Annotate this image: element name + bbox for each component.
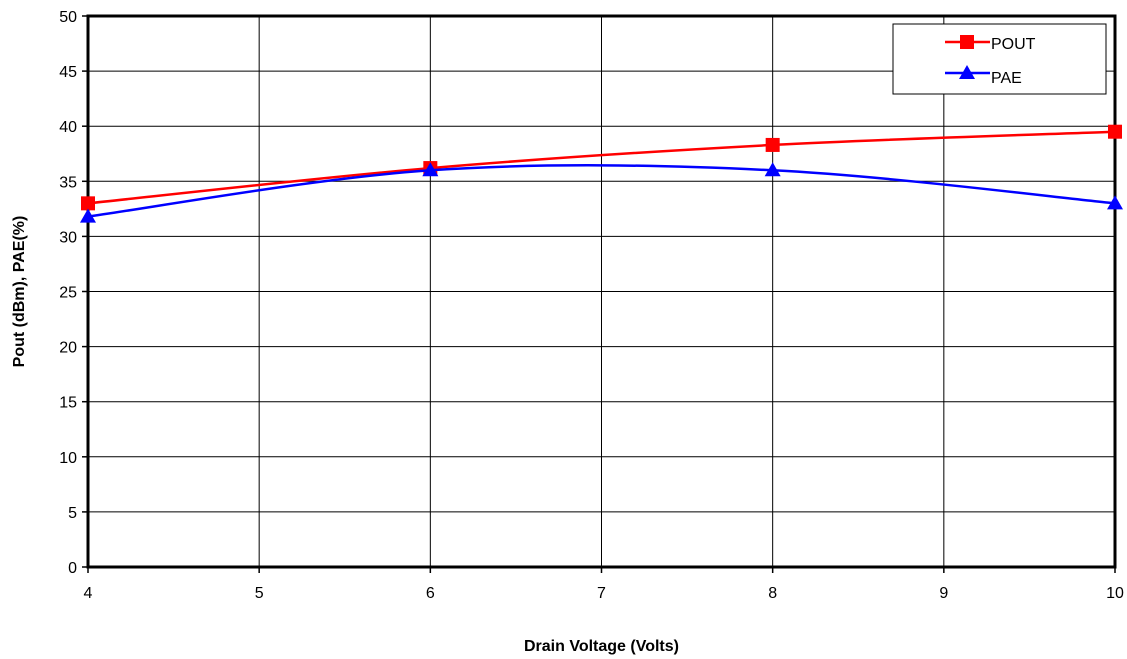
x-tick-label: 5 xyxy=(255,585,264,602)
y-tick-label: 15 xyxy=(59,395,77,412)
x-tick-label: 7 xyxy=(597,585,606,602)
grid xyxy=(87,15,1116,568)
legend-item-pae: PAE xyxy=(945,65,1022,87)
y-tick-label: 5 xyxy=(68,505,77,522)
series-line-pae xyxy=(87,164,1116,218)
x-tick-label: 9 xyxy=(939,585,948,602)
y-axis-ticks: 0 5 10 15 20 25 30 35 40 45 50 xyxy=(59,9,88,577)
legend-box xyxy=(892,23,1107,95)
y-tick-label: 40 xyxy=(59,119,77,136)
data-point-pae xyxy=(422,162,439,177)
legend-label: POUT xyxy=(991,36,1036,53)
y-tick-label: 20 xyxy=(59,340,77,357)
data-point-pout xyxy=(765,137,780,152)
x-axis-ticks: 4 5 6 7 8 9 10 xyxy=(84,567,1124,602)
legend-marker xyxy=(960,35,974,49)
y-tick-label: 0 xyxy=(68,560,77,577)
y-tick-label: 50 xyxy=(59,9,77,26)
y-tick-label: 35 xyxy=(59,174,77,191)
x-tick-label: 10 xyxy=(1106,585,1124,602)
y-tick-label: 45 xyxy=(59,64,77,81)
x-tick-label: 8 xyxy=(768,585,777,602)
y-tick-label: 30 xyxy=(59,229,77,246)
data-point-pout xyxy=(1108,124,1122,139)
y-tick-label: 10 xyxy=(59,450,77,467)
legend-item-pout: POUT xyxy=(945,35,1036,53)
legend-marker xyxy=(959,65,975,79)
legend: POUT PAE xyxy=(892,23,1107,95)
y-tick-label: 25 xyxy=(59,285,77,302)
data-point-pae xyxy=(1107,195,1123,210)
data-point-pout xyxy=(81,196,95,211)
x-axis-title: Drain Voltage (Volts) xyxy=(524,638,679,655)
data-point-pae xyxy=(80,208,96,223)
y-axis-title: Pout (dBm), PAE(%) xyxy=(11,216,28,368)
legend-label: PAE xyxy=(991,70,1022,87)
x-tick-label: 4 xyxy=(84,585,93,602)
series-pae xyxy=(80,162,1123,223)
data-point-pae xyxy=(764,162,781,177)
series-line-pout xyxy=(87,130,1116,205)
x-tick-label: 6 xyxy=(426,585,435,602)
series-layer xyxy=(80,124,1123,223)
